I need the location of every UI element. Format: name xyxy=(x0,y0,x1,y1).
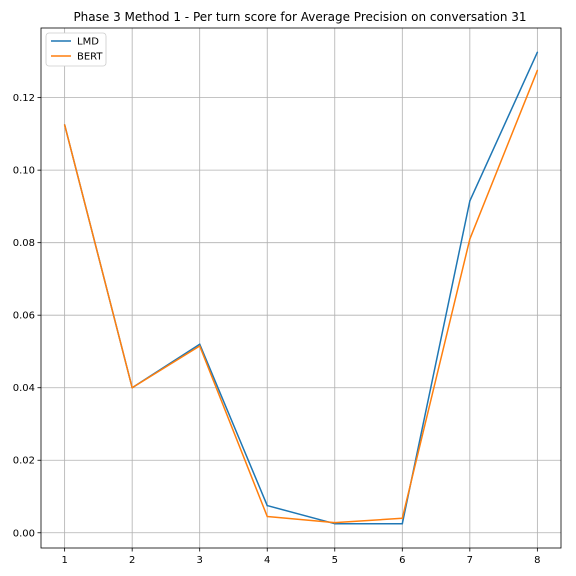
x-tick-label: 4 xyxy=(264,555,270,566)
data-point-lmd xyxy=(469,200,471,202)
legend-label-bert: BERT xyxy=(77,52,103,63)
series-layer xyxy=(63,51,539,525)
data-point-bert xyxy=(131,386,133,389)
grid-layer xyxy=(41,28,561,548)
x-tick-label: 3 xyxy=(197,555,203,566)
y-tick-label: 0.12 xyxy=(13,93,35,104)
x-tick-label: 6 xyxy=(399,555,405,566)
data-point-lmd xyxy=(536,51,539,54)
data-point-bert xyxy=(63,124,66,126)
data-point-bert xyxy=(401,517,404,520)
y-tick-label: 0.04 xyxy=(13,383,35,394)
data-point-lmd xyxy=(266,504,268,507)
x-tick-label: 5 xyxy=(332,555,338,566)
data-point-lmd xyxy=(198,343,201,345)
x-tick-label: 2 xyxy=(129,555,135,566)
data-point-bert xyxy=(198,345,201,347)
x-tick-label: 7 xyxy=(467,555,473,566)
y-tick-label: 0.00 xyxy=(13,528,35,539)
data-point-bert xyxy=(469,238,471,240)
data-point-lmd xyxy=(401,522,404,525)
tick-layer: 1 2 3 4 5 6 7 8 0.00 0.02 0.04 0.06 0.08 0.10 0.12 xyxy=(13,93,541,566)
data-point-bert xyxy=(266,515,268,518)
y-tick-label: 0.02 xyxy=(13,456,35,467)
series-line-bert xyxy=(63,70,539,524)
data-point-bert xyxy=(334,521,336,524)
y-tick-label: 0.06 xyxy=(13,311,35,322)
y-tick-label: 0.08 xyxy=(13,238,35,249)
x-tick-label: 1 xyxy=(61,555,67,566)
x-tick-label: 8 xyxy=(534,555,540,566)
chart-title: Phase 3 Method 1 - Per turn score for Av… xyxy=(73,10,526,24)
legend: LMD BERT xyxy=(45,32,107,67)
y-tick-label: 0.10 xyxy=(13,166,35,177)
legend-label-lmd: LMD xyxy=(77,37,99,48)
data-point-bert xyxy=(536,69,539,72)
plot-area-frame xyxy=(40,27,562,549)
